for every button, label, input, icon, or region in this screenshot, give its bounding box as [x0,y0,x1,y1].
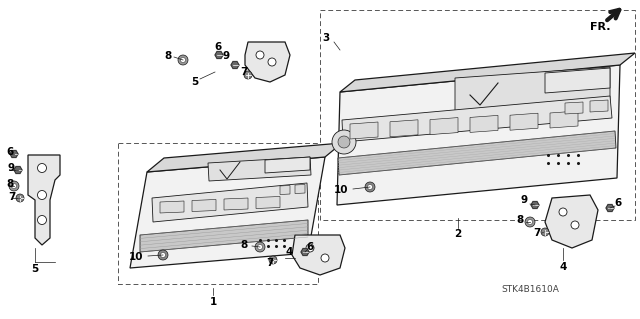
Circle shape [161,253,166,257]
Circle shape [12,183,17,189]
Text: 7: 7 [8,192,15,202]
Polygon shape [430,118,458,135]
Polygon shape [130,157,325,268]
Text: 9: 9 [223,51,230,61]
Circle shape [158,250,168,260]
Polygon shape [545,68,610,93]
Text: 7: 7 [266,258,274,268]
Text: 5: 5 [31,264,38,274]
Polygon shape [531,202,539,208]
Circle shape [338,136,350,148]
Polygon shape [152,183,308,222]
Polygon shape [295,184,305,194]
Text: 7: 7 [533,228,541,238]
Polygon shape [292,235,345,275]
Polygon shape [338,131,616,175]
Polygon shape [140,220,308,252]
Text: 9: 9 [8,163,15,173]
Polygon shape [231,62,239,69]
Text: 7: 7 [240,67,248,77]
Circle shape [38,190,47,199]
Circle shape [321,254,329,262]
Text: 1: 1 [209,297,216,307]
Polygon shape [510,113,538,130]
Polygon shape [340,53,635,92]
Polygon shape [606,204,614,211]
Circle shape [38,216,47,225]
Polygon shape [265,157,310,173]
Text: 10: 10 [129,252,143,262]
Circle shape [525,217,535,227]
Polygon shape [470,115,498,132]
Text: FR.: FR. [590,22,611,32]
Text: 5: 5 [191,77,198,87]
Text: 8: 8 [241,240,248,250]
Circle shape [269,256,277,264]
Circle shape [332,130,356,154]
Circle shape [180,57,186,63]
Circle shape [255,242,265,252]
Text: STK4B1610A: STK4B1610A [501,286,559,294]
Text: 8: 8 [164,51,172,61]
Circle shape [257,244,262,249]
Text: 9: 9 [520,195,527,205]
Polygon shape [160,201,184,213]
Text: 8: 8 [6,179,13,189]
Polygon shape [565,102,583,114]
Circle shape [268,58,276,66]
Text: 2: 2 [454,229,461,239]
Polygon shape [390,120,418,137]
Polygon shape [455,67,610,111]
Circle shape [365,182,375,192]
Polygon shape [208,157,311,181]
Polygon shape [256,197,280,209]
Text: 6: 6 [307,242,314,252]
Polygon shape [350,122,378,139]
Circle shape [9,181,19,191]
Text: 6: 6 [614,198,621,208]
Polygon shape [590,100,608,112]
Polygon shape [342,96,612,142]
Polygon shape [192,199,216,211]
Text: 4: 4 [285,247,292,257]
Polygon shape [147,143,342,172]
Circle shape [559,208,567,216]
Polygon shape [337,65,620,205]
Polygon shape [28,155,60,245]
Polygon shape [14,167,22,174]
Text: 8: 8 [516,215,524,225]
Text: 4: 4 [559,262,566,272]
Polygon shape [550,111,578,128]
Polygon shape [301,249,309,256]
Polygon shape [215,52,223,58]
Circle shape [256,51,264,59]
Circle shape [16,194,24,202]
Circle shape [541,228,549,236]
Polygon shape [280,186,290,195]
Text: 3: 3 [323,33,330,43]
Circle shape [571,221,579,229]
Text: 10: 10 [333,185,348,195]
Circle shape [178,55,188,65]
Polygon shape [245,42,290,82]
Circle shape [527,219,532,225]
Polygon shape [10,151,18,158]
Circle shape [306,244,314,252]
Polygon shape [224,198,248,210]
Circle shape [367,184,372,189]
Text: 6: 6 [6,147,13,157]
Circle shape [38,164,47,173]
Polygon shape [545,195,598,248]
Circle shape [244,71,252,79]
Text: 6: 6 [214,42,221,52]
